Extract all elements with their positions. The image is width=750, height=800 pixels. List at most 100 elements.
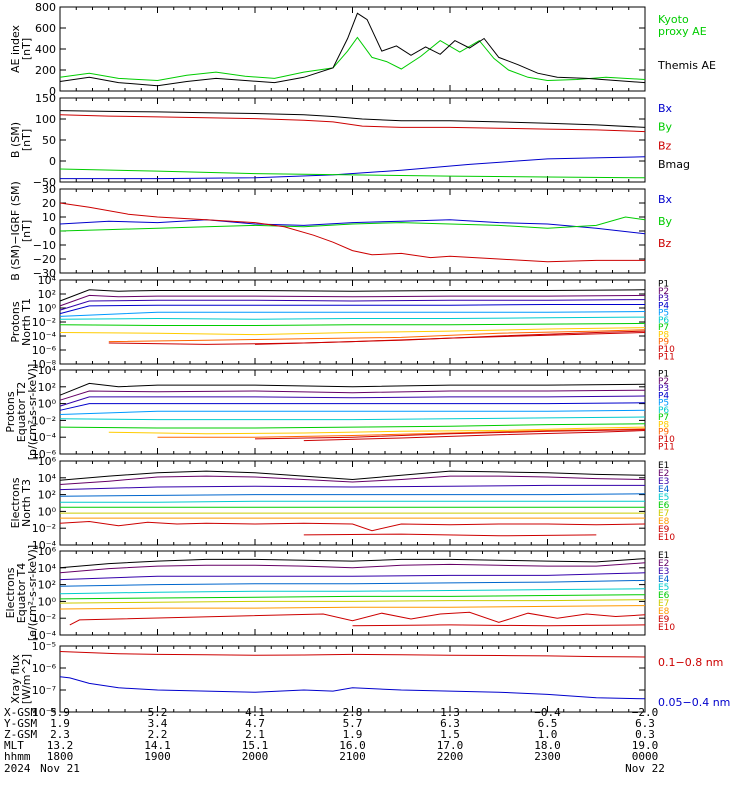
- series-line-p5: [59, 409, 646, 415]
- legend-entry: P4: [658, 391, 669, 401]
- y-tick-label: 0: [49, 225, 56, 238]
- panel-frame: [59, 188, 646, 274]
- orbit-cell: 2.1: [245, 728, 265, 741]
- y-tick-label: −50: [33, 176, 56, 189]
- y-tick-label: 10⁰: [38, 302, 57, 315]
- orbit-cell: 19.0: [631, 739, 659, 752]
- legend-entry: E10: [658, 533, 675, 543]
- legend-entry: E1: [658, 551, 669, 561]
- y-tick-label: 800: [35, 1, 56, 14]
- y-tick-label: 0: [49, 155, 56, 168]
- series-line-e6: [59, 594, 646, 600]
- orbit-cell: 16.0: [339, 739, 366, 752]
- y-tick-label: 10⁻⁸: [32, 358, 57, 371]
- series-line-e4: [59, 493, 646, 497]
- series-line-p4: [59, 402, 646, 411]
- orbit-row-label: 2024: [4, 762, 31, 775]
- y-tick-label: −10: [33, 239, 56, 252]
- legend-entry: P10: [658, 345, 675, 355]
- legend-entry: P7: [658, 413, 669, 423]
- orbit-cell: 3.4: [147, 717, 168, 730]
- y-tick-label: 20: [42, 197, 56, 210]
- legend-entry: By: [658, 215, 673, 228]
- series-line-p4: [59, 304, 645, 315]
- series-line-e8: [59, 605, 646, 610]
- legend-entry: P9: [658, 338, 669, 348]
- orbit-cell: 6.3: [440, 717, 460, 730]
- legend-entry: 0.1−0.8 nm: [658, 656, 723, 669]
- legend-entry: E2: [658, 469, 669, 479]
- series-line-p1: [59, 382, 646, 396]
- series-line-e10: [303, 533, 597, 537]
- legend-entry: Bz: [658, 237, 672, 250]
- orbit-row-label: Z-GSM: [4, 728, 38, 741]
- series-line-e9: [59, 520, 646, 532]
- series-line-p8: [108, 426, 646, 435]
- y-axis-label: B (SM): [9, 122, 22, 158]
- y-axis-label: B (SM)−IGRF (SM): [9, 181, 22, 281]
- orbit-cell: 4.7: [245, 717, 265, 730]
- legend-entry: E6: [658, 591, 670, 601]
- series-line-bz: [59, 202, 645, 263]
- legend-entry: E9: [658, 615, 670, 625]
- orbit-cell: −2.0: [631, 706, 659, 719]
- series-line-p3: [59, 395, 646, 407]
- legend-entry: E2: [658, 559, 669, 569]
- series-line-p8: [59, 327, 646, 336]
- legend-entry: Bmag: [658, 158, 690, 171]
- panel-frame: [59, 279, 646, 365]
- y-tick-label: 10⁻⁶: [32, 662, 57, 675]
- panel-2: −50 0 50 100 150 B (SM)[nT] Bx By Bz Bmag: [9, 92, 690, 189]
- y-tick-label: 10⁻⁴: [32, 539, 57, 552]
- series-line-e4: [59, 579, 646, 587]
- series-line-e5: [59, 588, 646, 595]
- orbit-cell: 2300: [534, 750, 561, 763]
- y-axis-label: Equator T4: [15, 563, 28, 623]
- series-line-p11: [303, 430, 646, 442]
- y-axis-label: Electrons: [4, 567, 17, 618]
- series-line-e2: [59, 562, 646, 574]
- y-axis-label: Protons: [9, 301, 22, 342]
- legend-entry: E1: [658, 461, 669, 471]
- panel-frame: [59, 6, 646, 92]
- legend-entry: E7: [658, 599, 669, 609]
- legend-entry: Bx: [658, 193, 673, 206]
- panel-frame: [59, 550, 646, 636]
- orbit-cell: 0.3: [635, 728, 655, 741]
- legend-entry: E4: [658, 575, 670, 585]
- orbit-cell: 2.8: [342, 706, 363, 719]
- y-tick-label: 10²: [38, 288, 56, 301]
- series-line-p6: [59, 316, 646, 320]
- legend-entry: E8: [658, 517, 670, 527]
- legend-entry: Themis AE: [657, 59, 716, 72]
- legend-entry: P2: [658, 377, 669, 387]
- y-tick-label: 10⁻²: [32, 522, 56, 535]
- series-line-e7: [59, 599, 646, 604]
- series-line-bx: [59, 219, 646, 235]
- legend-entry: P11: [658, 442, 675, 452]
- orbit-cell: −0.4: [534, 706, 561, 719]
- orbit-cell: 6.5: [537, 717, 558, 730]
- series-line-p9: [157, 428, 646, 438]
- legend-entry: E5: [658, 583, 669, 593]
- y-tick-label: 10⁰: [38, 398, 57, 411]
- y-axis-label: Electrons: [9, 477, 22, 528]
- y-axis-label: [e/(cm²-s-sr-keV)]: [26, 545, 39, 641]
- series-line-p2: [59, 389, 646, 401]
- legend-entry: 0.05−0.4 nm: [658, 696, 730, 709]
- legend-entry: Bz: [658, 139, 672, 152]
- y-tick-label: 400: [35, 43, 56, 56]
- y-tick-label: −20: [33, 253, 56, 266]
- y-tick-label: 10⁴: [38, 364, 57, 377]
- series-line-e1: [59, 470, 646, 481]
- series-line-p6: [59, 416, 646, 421]
- y-tick-label: 10⁻⁴: [32, 629, 57, 642]
- y-tick-label: 10⁰: [38, 595, 57, 608]
- legend-entry: E9: [658, 525, 670, 535]
- legend-entry: P6: [658, 406, 669, 416]
